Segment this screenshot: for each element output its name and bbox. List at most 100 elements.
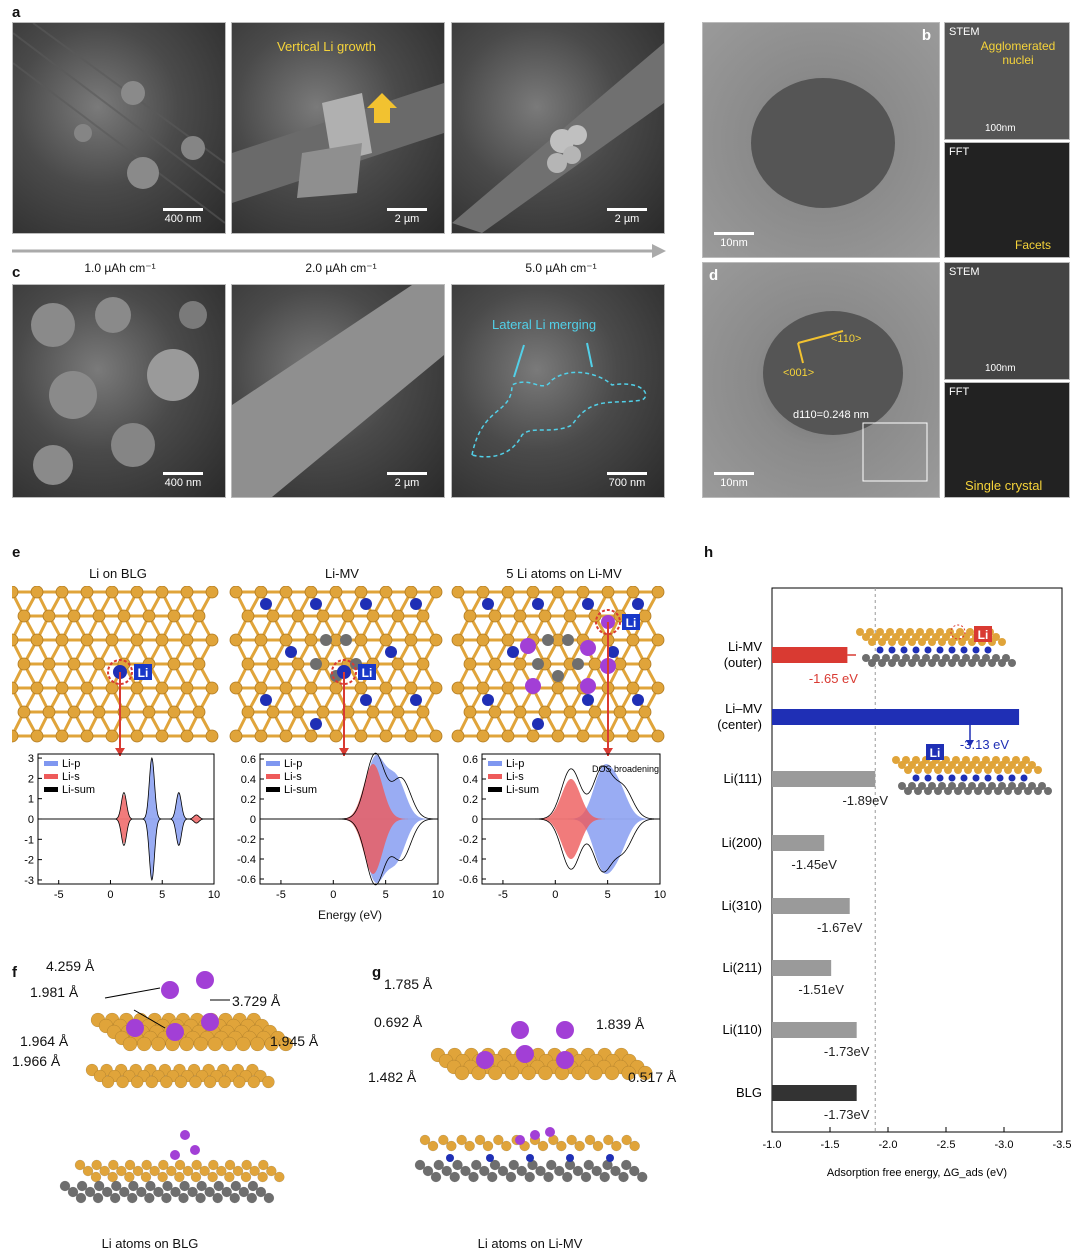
blue-atom — [632, 598, 644, 610]
graphene-atom — [898, 782, 906, 790]
carbon-atom — [274, 1171, 285, 1183]
li-atom — [166, 1023, 184, 1041]
carbon-atom — [42, 609, 56, 623]
carbon-atom — [42, 657, 56, 671]
li-atom — [556, 1051, 574, 1069]
scale-label: 2 µm — [394, 213, 420, 225]
carbon-atom — [304, 681, 318, 695]
carbon-atom — [279, 681, 293, 695]
li-atom — [196, 971, 214, 989]
carbon-atom — [151, 1036, 166, 1052]
scale-bar: 2 µm — [382, 472, 432, 489]
carbon-atom — [192, 657, 206, 671]
carbon-atom — [218, 1075, 231, 1089]
carbon-atom — [179, 1036, 194, 1052]
graphene-atom — [422, 1165, 434, 1177]
graphene-atom — [221, 1186, 232, 1198]
carbon-atom — [155, 681, 169, 695]
carbon-atom — [257, 1171, 268, 1183]
li-atom — [580, 678, 596, 694]
legend-label: Li-s — [506, 771, 524, 783]
y-tick-label: 0.4 — [241, 774, 256, 786]
carbon-atom — [266, 705, 280, 719]
chart-frame — [771, 587, 1063, 1133]
blue-atom — [996, 774, 1004, 782]
carbon-atom — [155, 729, 169, 743]
graphene-atom — [145, 1180, 156, 1192]
carbon-atom — [526, 729, 540, 743]
capacity-label-2: 2.0 µAh cm⁻¹ — [305, 261, 377, 275]
category-label: Li(111) — [723, 771, 762, 786]
blue-atom — [532, 598, 544, 610]
x-tick-label: -2.0 — [879, 1139, 898, 1151]
graphene-atom — [878, 659, 886, 667]
graphene-atom — [629, 1165, 640, 1177]
graphene-atom — [562, 1171, 573, 1183]
distance-f-5: 1.945 Å — [270, 1033, 319, 1049]
scale-bar: 2 µm — [382, 208, 432, 225]
graphene-atom — [621, 1159, 632, 1171]
carbon-atom — [538, 705, 552, 719]
graphene-atom — [119, 1186, 130, 1198]
carbon-atom — [180, 681, 194, 695]
dos-area-li-p — [38, 758, 214, 880]
carbon-atom — [207, 1171, 218, 1183]
carbon-atom — [30, 681, 44, 695]
carbon-atom — [203, 1075, 217, 1089]
carbon-atom — [116, 1075, 129, 1089]
bar — [772, 771, 876, 787]
graphene-atom — [868, 659, 876, 667]
carbon-atom — [190, 1171, 202, 1183]
graphene-atom — [904, 787, 912, 795]
carbon-atom — [501, 681, 515, 695]
graphene-atom — [127, 1192, 138, 1204]
blue-atom — [972, 774, 980, 782]
carbon-atom — [155, 586, 169, 599]
carbon-atom — [621, 1134, 632, 1146]
li-label-box — [134, 664, 152, 680]
carbon-atom — [391, 657, 405, 671]
carbon-atom — [354, 586, 368, 599]
carbon-atom — [55, 586, 69, 599]
li-atom — [520, 638, 536, 654]
carbon-atom — [463, 657, 477, 671]
li-atom — [190, 1145, 200, 1155]
category-label: Li(211) — [722, 960, 762, 975]
carbon-atom — [521, 1065, 536, 1081]
category-label: Li-MV — [728, 639, 762, 654]
carbon-atom — [451, 586, 465, 599]
carbon-atom — [124, 1171, 135, 1183]
lattice-3: Li — [451, 586, 665, 756]
carbon-atom — [592, 1140, 604, 1152]
carbon-atom — [898, 761, 906, 769]
carbon-atom — [279, 633, 293, 647]
graphene-atom — [918, 659, 926, 667]
panel-letter-f: f — [12, 964, 17, 981]
carbon-atom — [998, 638, 1006, 646]
x-tick-label: -3.0 — [995, 1139, 1014, 1151]
carbon-atom — [588, 1065, 603, 1081]
carbon-atom — [130, 729, 144, 743]
blue-atom — [1020, 774, 1028, 782]
li-label-box — [622, 614, 640, 630]
x-tick-label: -1.0 — [763, 1139, 782, 1151]
x-tick-label: 5 — [159, 889, 165, 901]
carbon-atom — [132, 1165, 144, 1177]
stem-image-d: STEM 100nm — [944, 262, 1070, 380]
dos-line-li-sum — [482, 818, 661, 873]
carbon-atom — [180, 586, 194, 599]
carbon-atom — [488, 1065, 503, 1081]
carbon-atom — [456, 1134, 467, 1146]
blue-atom — [582, 694, 594, 706]
graphene-atom — [109, 1192, 121, 1204]
fft-label: FFT — [949, 386, 970, 398]
distance-g-5: 0.517 Å — [628, 1069, 677, 1085]
graphene-atom — [179, 1180, 190, 1192]
li-atom — [511, 1021, 529, 1039]
carbon-atom — [638, 1065, 653, 1081]
carbon-atom — [180, 633, 194, 647]
carbon-atom — [994, 766, 1002, 774]
y-tick-label: 0 — [28, 814, 34, 826]
scale-label: 10nm — [720, 237, 748, 249]
y-tick-label: 0.2 — [241, 794, 256, 806]
